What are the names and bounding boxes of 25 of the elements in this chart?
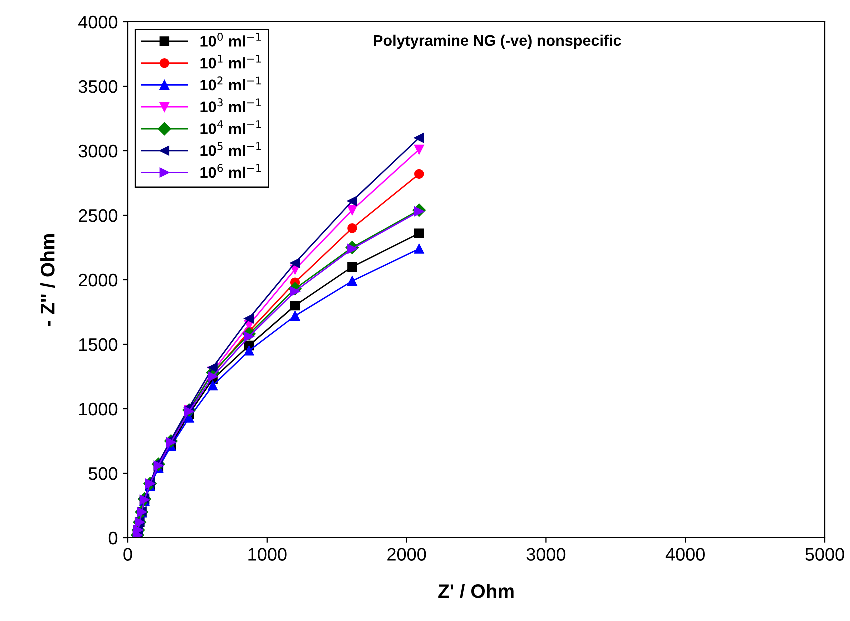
y-tick-label: 1500	[79, 338, 118, 352]
legend-label: 10$^{4}$ ml$^{−1}$	[200, 120, 262, 134]
legend-label: 10$^{1}$ ml$^{−1}$	[200, 54, 262, 69]
legend-label: 10$^{5}$ ml$^{−1}$	[200, 142, 262, 156]
y-tick-label: 3000	[78, 144, 118, 158]
y-tick-label: 2000	[79, 274, 118, 287]
legend-label: 10$^{3}$ ml$^{−1}$	[200, 98, 262, 112]
x-tick-label: 1000	[248, 548, 287, 561]
x-tick-label: 0	[124, 548, 132, 561]
y-tick-label: 4000	[78, 16, 118, 29]
x-tick-label: 5000	[806, 548, 844, 561]
x-axis-title: Z' / Ohm	[438, 584, 514, 598]
legend-label: 10$^{2}$ ml$^{−1}$	[200, 76, 262, 91]
x-tick-label: 3000	[526, 548, 566, 561]
y-tick-label: 3500	[78, 80, 118, 94]
y-tick-label: 0	[108, 532, 118, 545]
legend-label: 10$^{6}$ ml$^{−1}$	[200, 164, 262, 178]
x-tick-label: 2000	[388, 548, 426, 561]
y-tick-label: 500	[88, 467, 118, 480]
y-axis-title: - Z'' / Ohm	[40, 234, 56, 326]
x-tick-label: 4000	[666, 548, 705, 561]
text: Polytyramine NG (-ve) nonspecific	[374, 34, 622, 50]
y-tick-label: 2500	[79, 209, 118, 222]
y-tick-label: 1000	[79, 402, 118, 416]
legend-label: 10$^{0}$ ml$^{−1}$	[200, 32, 262, 47]
